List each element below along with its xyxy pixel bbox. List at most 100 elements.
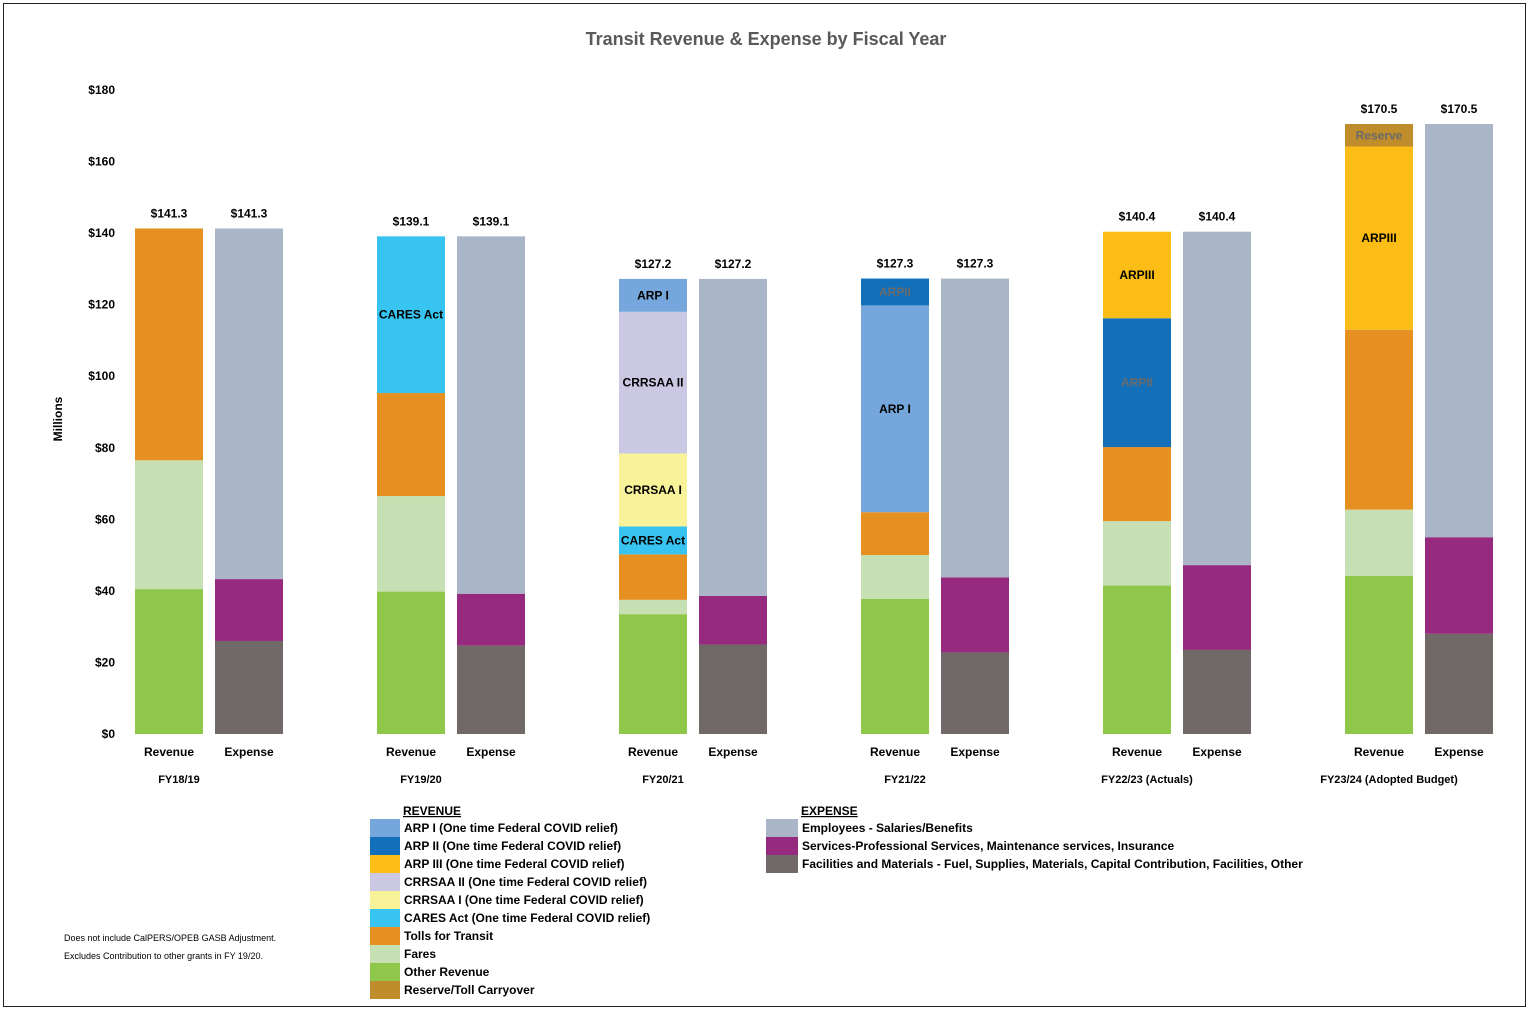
fiscal-year-label: FY19/20 <box>400 774 442 786</box>
bar-segment-fares <box>377 496 445 592</box>
legend-swatch-cares <box>370 909 400 927</box>
bar-total-label: $141.3 <box>231 206 268 220</box>
y-tick-label: $0 <box>102 727 116 741</box>
bar-total-label: $141.3 <box>151 206 188 220</box>
legend-swatch-arp2 <box>370 837 400 855</box>
bar-segment-tolls <box>861 512 929 556</box>
legend-label-reserve: Reserve/Toll Carryover <box>404 983 535 997</box>
legend-label-fares: Fares <box>404 947 436 961</box>
bar-segment-facilities <box>1425 633 1493 734</box>
legend-swatch-arp3 <box>370 855 400 873</box>
bar-segment-fares <box>1103 521 1171 586</box>
bar-segment-arp3 <box>1345 146 1413 330</box>
bar-segment-fares <box>861 555 929 599</box>
bar-category-label: Expense <box>224 745 274 759</box>
fy-group: ARPIII Reserve $170.5 Revenue $170.5 Expense F… <box>1320 102 1493 786</box>
bar-total-label: $127.2 <box>635 257 672 271</box>
legend-swatch-reserve <box>370 981 400 999</box>
bar-segment-services <box>699 595 767 645</box>
legend-label-other: Other Revenue <box>404 965 490 979</box>
fy-group: $141.3 Revenue $141.3 Expense FY18/19 <box>135 206 283 786</box>
segment-label: Reserve <box>1356 128 1403 142</box>
bar-segment-services <box>1425 537 1493 634</box>
legend-label-facilities: Facilities and Materials - Fuel, Supplie… <box>802 857 1303 871</box>
bar-segment-services <box>457 593 525 646</box>
bar-segment-employees <box>1183 231 1251 566</box>
bar-category-label: Revenue <box>386 745 436 759</box>
legend-swatch-tolls <box>370 927 400 945</box>
segment-label: ARPII <box>1121 376 1153 390</box>
y-tick-label: $100 <box>88 369 115 383</box>
y-tick-label: $20 <box>95 655 115 669</box>
bar-total-label: $127.3 <box>957 257 994 271</box>
bar-segment-arp3 <box>1103 231 1171 319</box>
bar-total-label: $140.4 <box>1199 210 1236 224</box>
legend-label-services: Services-Professional Services, Maintena… <box>802 839 1175 853</box>
legend-expense-header: EXPENSE <box>801 804 858 818</box>
y-tick-label: $60 <box>95 512 115 526</box>
bar-segment-cares <box>619 526 687 555</box>
legend-swatch-crrsaa2 <box>370 873 400 891</box>
footnote-gasb: Does not include CalPERS/OPEB GASB Adjus… <box>64 933 276 943</box>
y-tick-label: $140 <box>88 226 115 240</box>
legend-swatch-crrsaa1 <box>370 891 400 909</box>
y-tick-label: $120 <box>88 298 115 312</box>
segment-label: CARES Act <box>379 308 443 322</box>
bar-segment-fares <box>619 599 687 615</box>
bar-category-label: Expense <box>1434 745 1484 759</box>
segment-label: CRRSAA II <box>623 376 684 390</box>
chart-frame: Transit Revenue & Expense by Fiscal Year… <box>3 3 1526 1007</box>
segment-label: ARPIII <box>1119 268 1154 282</box>
bar-category-label: Revenue <box>1354 745 1404 759</box>
bar-category-label: Expense <box>466 745 516 759</box>
bar-total-label: $127.2 <box>715 257 752 271</box>
segment-label: ARP I <box>879 402 911 416</box>
bar-total-label: $170.5 <box>1441 102 1478 116</box>
bar-segment-arp2 <box>1103 318 1171 448</box>
bar-segment-arp1 <box>861 305 929 513</box>
segment-label: ARP I <box>637 288 669 302</box>
bar-segment-arp1 <box>619 278 687 312</box>
bar-category-label: Revenue <box>628 745 678 759</box>
chart-title: Transit Revenue & Expense by Fiscal Year <box>586 29 947 49</box>
bar-total-label: $170.5 <box>1361 102 1398 116</box>
fiscal-year-label: FY22/23 (Actuals) <box>1101 774 1193 786</box>
fy-group: ARP I ARPII $127.3 Revenue $127.3 Expense FY21… <box>861 257 1009 786</box>
bar-segment-crrsaa1 <box>619 453 687 527</box>
fiscal-year-label: FY18/19 <box>158 774 200 786</box>
bar-segment-facilities <box>1183 649 1251 734</box>
legend-label-arp3: ARP III (One time Federal COVID relief) <box>404 857 625 871</box>
legend-label-arp2: ARP II (One time Federal COVID relief) <box>404 839 621 853</box>
bar-segment-services <box>215 579 283 641</box>
bar-category-label: Expense <box>708 745 758 759</box>
bar-category-label: Expense <box>1192 745 1242 759</box>
bar-segment-other <box>861 598 929 734</box>
bar-segment-services <box>1183 565 1251 650</box>
legend-label-cares: CARES Act (One time Federal COVID relief… <box>404 911 650 925</box>
legend-label-crrsaa2: CRRSAA II (One time Federal COVID relief… <box>404 875 647 889</box>
bar-segment-arp2 <box>861 278 929 306</box>
footnote-grants: Excludes Contribution to other grants in… <box>64 951 263 961</box>
bar-segment-other <box>1103 585 1171 734</box>
fiscal-year-label: FY23/24 (Adopted Budget) <box>1320 774 1458 786</box>
chart-canvas: Transit Revenue & Expense by Fiscal Year… <box>51 29 1493 999</box>
bar-segment-crrsaa2 <box>619 311 687 454</box>
legend-swatch-facilities <box>766 855 798 873</box>
legend-swatch-arp1 <box>370 819 400 837</box>
bar-segment-facilities <box>215 640 283 734</box>
bar-segment-employees <box>457 236 525 594</box>
bar-segment-other <box>135 589 203 734</box>
legend-label-employees: Employees - Salaries/Benefits <box>802 821 973 835</box>
bar-category-label: Expense <box>950 745 1000 759</box>
bar-segment-other <box>377 591 445 734</box>
legend-label-arp1: ARP I (One time Federal COVID relief) <box>404 821 618 835</box>
bar-segment-reserve <box>1345 123 1413 147</box>
bar-segment-facilities <box>699 644 767 734</box>
bar-segment-services <box>941 577 1009 653</box>
y-tick-label: $160 <box>88 155 115 169</box>
legend-swatch-employees <box>766 819 798 837</box>
legend-revenue-header: REVENUE <box>403 804 461 818</box>
fy-group: ARPII ARPIII $140.4 Revenue $140.4 Expense FY2… <box>1101 210 1251 786</box>
legend-swatch-fares <box>370 945 400 963</box>
legend-swatch-other <box>370 963 400 981</box>
